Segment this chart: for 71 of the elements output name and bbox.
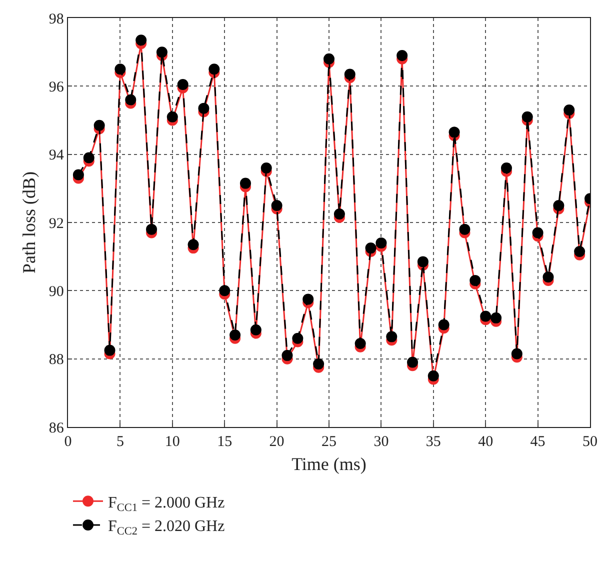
point	[574, 246, 586, 257]
x-axis-title: Time (ms)	[292, 454, 366, 474]
point	[83, 152, 94, 164]
point	[271, 200, 282, 211]
x-tick-label: 25	[322, 434, 336, 450]
point	[438, 319, 450, 330]
point	[230, 329, 241, 340]
point	[490, 312, 502, 324]
point	[324, 53, 334, 64]
point	[302, 294, 314, 305]
point	[177, 78, 188, 90]
point	[522, 111, 533, 122]
legend-label: F$_{CC1}$ = 2.000 GHz	[108, 494, 225, 514]
x-tick-label: 30	[374, 434, 389, 450]
y-tick-label: 96	[48, 79, 64, 96]
point	[313, 358, 324, 370]
x-tick-label: 40	[478, 434, 494, 450]
y-tick-label: 94	[48, 148, 64, 164]
point	[386, 331, 398, 342]
point	[72, 169, 84, 180]
point	[198, 102, 210, 114]
point	[459, 224, 470, 235]
point	[282, 350, 293, 361]
point	[188, 239, 199, 250]
point	[448, 126, 460, 138]
point	[354, 338, 366, 349]
point	[208, 64, 220, 75]
x-tick-label: 20	[269, 434, 284, 450]
point	[292, 332, 304, 344]
x-tick-label: 0	[64, 434, 72, 450]
x-tick-label: 15	[217, 434, 232, 450]
point	[407, 356, 418, 368]
point	[125, 94, 136, 106]
y-tick-label: 88	[48, 352, 64, 368]
point	[146, 224, 158, 235]
y-tick-label: 98	[48, 11, 64, 28]
point	[250, 324, 262, 336]
point	[104, 344, 116, 356]
x-tick-label: 10	[164, 434, 180, 450]
point	[240, 178, 251, 189]
x-tick-label: 5	[116, 434, 124, 450]
x-tick-label: 35	[426, 434, 441, 450]
point	[564, 104, 575, 116]
point	[396, 50, 408, 61]
point	[532, 227, 544, 238]
x-tick-label: 45	[530, 434, 546, 450]
point	[136, 34, 147, 46]
point	[511, 348, 522, 360]
point	[114, 64, 126, 75]
point	[344, 68, 356, 80]
point	[365, 242, 376, 254]
point	[480, 310, 492, 322]
y-tick-label: 90	[48, 284, 64, 300]
legend-label: F$_{CC2}$ = 2.020 GHz	[108, 518, 225, 538]
y-tick-label: 92	[48, 216, 64, 232]
x-tick-label: 50	[582, 434, 598, 450]
point	[334, 208, 345, 220]
point	[156, 46, 168, 58]
point	[428, 370, 439, 382]
point	[376, 237, 387, 248]
point	[94, 120, 105, 131]
point	[219, 285, 230, 296]
y-axis-title: Path loss (dB)	[19, 171, 40, 274]
y-tick-label: 86	[48, 420, 64, 436]
point	[166, 111, 178, 122]
point	[417, 256, 428, 268]
point	[470, 274, 481, 286]
point	[542, 272, 554, 283]
point	[553, 200, 564, 211]
point	[260, 162, 272, 174]
point	[500, 162, 512, 174]
